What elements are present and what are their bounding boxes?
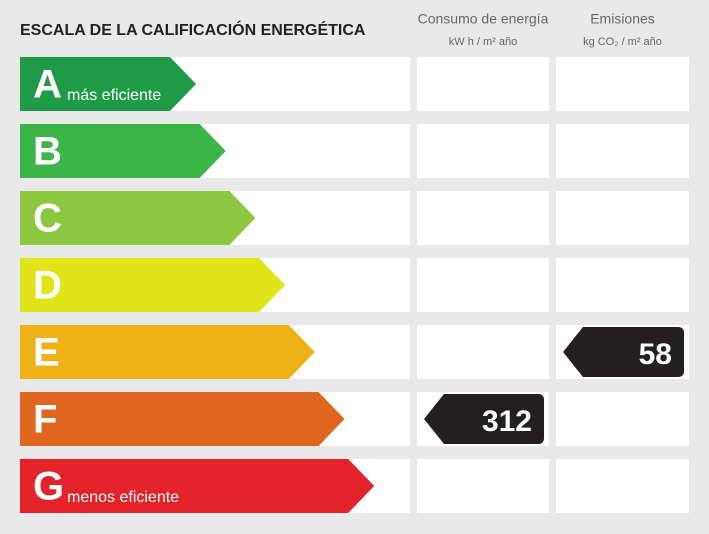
column-unit: kg CO₂ / m² año [583,36,662,48]
rating-letter: C [33,197,62,241]
cell [417,124,549,178]
rating-value: 312 [482,405,532,438]
rating-arrow [20,392,345,446]
rating-badge [563,327,684,377]
rating-arrow [20,459,375,513]
cell [556,459,689,513]
rating-letter: F [33,398,57,442]
rating-letter: G [33,465,64,509]
cell [417,325,549,379]
cell [556,124,689,178]
cell [556,392,689,446]
cell [556,191,689,245]
rating-label: más eficiente [67,87,161,104]
rating-arrow [20,325,315,379]
rating-letter: B [33,130,62,174]
cell [417,57,549,111]
cell [556,258,689,312]
rating-letter: D [33,264,62,308]
rating-arrow [20,57,196,111]
rating-badge [424,394,544,444]
cell [417,191,549,245]
column-unit: kW h / m² año [449,36,517,48]
rating-value: 58 [639,338,672,371]
cell [556,57,689,111]
cell [417,258,549,312]
column-title: Emisiones [590,11,655,27]
rating-label: menos eficiente [67,489,179,506]
rating-arrow [20,191,256,245]
cell [417,459,549,513]
rating-letter: E [33,331,60,375]
rating-arrow [20,124,226,178]
column-title: Consumo de energía [418,11,549,27]
rating-letter: A [33,63,62,107]
rating-arrow [20,258,286,312]
title: ESCALA DE LA CALIFICACIÓN ENERGÉTICA [20,20,366,39]
